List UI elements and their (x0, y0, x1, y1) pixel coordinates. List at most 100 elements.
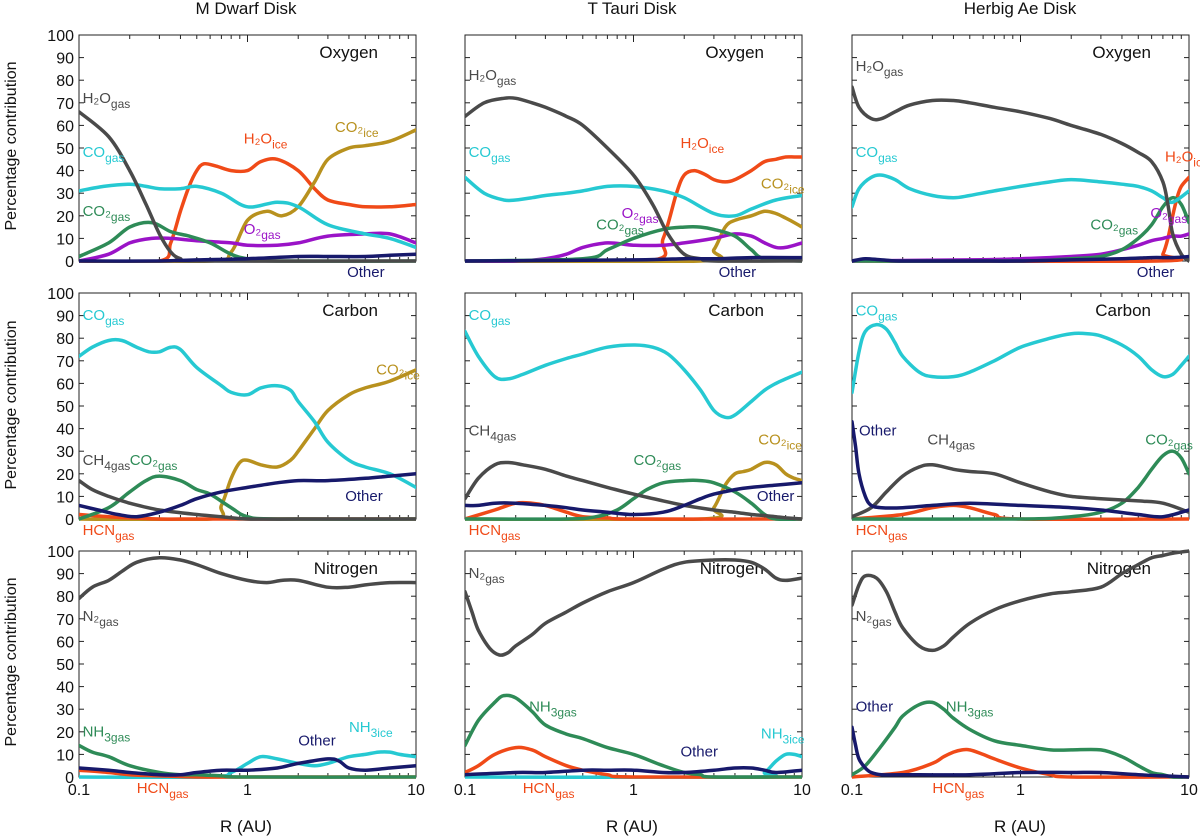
y-axis-label-row-3: Percentage contribution (3, 578, 20, 747)
series-label-subscript: gas (99, 615, 118, 629)
y-tick-label-70: 70 (56, 354, 74, 371)
x-axis-labels: R (AU) R (AU) R (AU) (220, 817, 1046, 836)
series-label-n2-gas: N₂gas (469, 565, 505, 586)
series-line-n2-gas (465, 558, 802, 657)
series-label-base: CO₂ (634, 452, 663, 469)
series-label-nh3-ice: NH3ice (349, 719, 393, 740)
y-tick-label-60: 60 (56, 118, 74, 135)
series-label-base: O₂ (244, 221, 262, 238)
x-tick-label-1: 1 (1016, 782, 1025, 799)
y-tick-label-10: 10 (56, 747, 74, 764)
y-tick-label-30: 30 (56, 702, 74, 719)
series-label-other: Other (856, 698, 894, 715)
y-tick-label-30: 30 (56, 186, 74, 203)
series-label-subscript: ice (789, 183, 805, 197)
series-label-subscript: 3ice (371, 726, 393, 740)
panel-t-tauri-nitrogen-series (465, 558, 802, 779)
series-label-base: Other (298, 732, 336, 749)
series-label-subscript: gas (158, 459, 177, 473)
series-line-hcn-gas (465, 745, 802, 779)
series-label-subscript: gas (115, 529, 134, 543)
y-tick-label-10: 10 (56, 489, 74, 506)
series-label-base: CO (856, 144, 879, 161)
series-label-base: CO (469, 307, 492, 324)
y-tick-label-100: 100 (47, 28, 74, 45)
series-label-subscript: gas (105, 314, 124, 328)
series-label-subscript: 3gas (104, 730, 130, 744)
series-label-base: NH (761, 726, 783, 743)
series-line-nh3-ice (79, 750, 416, 779)
series-label-co2-gas: CO₂gas (1145, 431, 1193, 452)
series-label-subscript: gas (1174, 438, 1193, 452)
series-label-hcn-gas: HCNgas (932, 780, 984, 801)
series-label-base: Other (757, 488, 795, 505)
series-line-other (465, 481, 802, 517)
series-label-subscript: gas (105, 151, 124, 165)
series-line-nh3-gas (465, 693, 802, 779)
column-title-t-tauri: T Tauri Disk (587, 0, 677, 18)
x-tick-label-10: 10 (1180, 782, 1198, 799)
series-label-subscript: gas (1168, 212, 1187, 226)
series-label-subscript: gas (111, 97, 130, 111)
series-label-hcn-gas: HCNgas (856, 522, 908, 543)
series-label-base: CH (927, 431, 949, 448)
series-label-base: CH (469, 422, 491, 439)
y-tick-label-20: 20 (56, 725, 74, 742)
series-label-base: CO₂ (1090, 216, 1119, 233)
series-label-nh3-gas: NH3gas (529, 698, 577, 719)
y-axis-label-row-1: Percentage contribution (3, 62, 20, 231)
series-line-co-gas (465, 329, 802, 420)
x-tick-label-1: 1 (243, 782, 252, 799)
series-label-subscript: gas (497, 74, 516, 88)
y-tick-label-70: 70 (56, 612, 74, 629)
series-label-base: O₂ (1150, 205, 1168, 222)
series-label-ch4-gas: CH4gas (469, 422, 517, 443)
series-line-co-gas (852, 322, 1189, 395)
series-line-co-gas (465, 175, 802, 218)
series-label-base: Other (719, 264, 757, 281)
series-label-o2-gas: O₂gas (622, 205, 659, 226)
panel-m-dwarf-oxygen: 0102030405060708090100OxygenH₂OgasCOgasC… (47, 28, 417, 281)
series-label-base: HCN (856, 522, 889, 539)
series-line-ch4-gas (852, 462, 1189, 519)
series-label-subscript: gas (491, 314, 510, 328)
panel-m-dwarf-carbon-label: Carbon (322, 301, 378, 320)
y-tick-label-90: 90 (56, 567, 74, 584)
panel-t-tauri-nitrogen-frame (464, 550, 803, 778)
series-label-base: N₂ (469, 565, 486, 582)
series-label-base: Other (859, 422, 897, 439)
panel-m-dwarf-carbon-frame (78, 292, 417, 520)
series-label-co2-ice: CO₂ice (376, 361, 420, 382)
series-label-subscript: gas (965, 787, 984, 801)
series-label-base: CO₂ (1145, 431, 1174, 448)
series-label-h2o-gas: H₂Ogas (83, 90, 131, 111)
series-line-other (852, 420, 1189, 519)
series-label-other: Other (680, 744, 718, 761)
series-label-co2-ice: CO₂ice (761, 176, 805, 197)
panel-t-tauri-nitrogen-label: Nitrogen (700, 559, 764, 578)
y-tick-label-20: 20 (56, 209, 74, 226)
series-label-base: H₂O (680, 135, 708, 152)
series-label-o2-gas: O₂gas (244, 221, 281, 242)
series-line-co-gas (852, 173, 1189, 209)
series-label-base: N₂ (856, 608, 873, 625)
series-label-subscript: 3gas (551, 705, 577, 719)
series-label-subscript: gas (501, 529, 520, 543)
series-label-h2o-ice: H₂Oice (1165, 149, 1200, 170)
panel-herbig-ae-carbon-label: Carbon (1095, 301, 1151, 320)
series-label-base: Other (345, 488, 383, 505)
series-label-base: Other (347, 264, 385, 281)
series-label-base: NH (946, 698, 968, 715)
y-tick-label-40: 40 (56, 422, 74, 439)
y-tick-label-70: 70 (56, 96, 74, 113)
series-label-base: HCN (932, 780, 965, 797)
series-line-ch4-gas (79, 478, 416, 521)
series-line-other (465, 765, 802, 777)
series-label-base: CO₂ (335, 119, 364, 136)
series-label-subscript: ice (272, 137, 288, 151)
series-label-subscript: 4gas (490, 429, 516, 443)
series-line-co2-ice (465, 209, 802, 263)
